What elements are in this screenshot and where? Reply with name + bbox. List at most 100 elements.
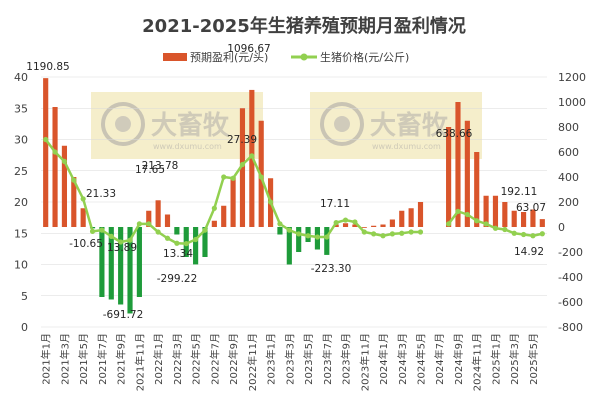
watermark-logo-dot [115,116,131,132]
legend-line-marker [301,54,308,61]
bar [343,223,348,227]
price-point [483,221,488,226]
price-point [493,226,498,231]
bar [362,227,367,228]
right-tick-label: -800 [558,321,583,334]
data-label: 17.11 [320,198,350,210]
data-label: 21.33 [86,188,116,200]
x-tick-label: 2023年9月 [340,333,353,385]
bar [446,127,451,227]
price-point [230,176,235,181]
data-label: 192.11 [501,186,538,198]
x-tick-label: 2022年9月 [227,333,240,385]
right-tick-label: 1200 [558,71,586,84]
price-point [212,206,217,211]
left-axis: 0 5 10 15 20 25 30 35 40 [14,71,28,334]
x-tick-label: 2022年11月 [246,333,259,391]
x-tick-label: 2023年11月 [358,333,371,391]
bar [43,78,48,227]
left-tick-label: 0 [21,321,28,334]
price-point [156,229,161,234]
bar [221,206,226,227]
x-tick-label: 2023年1月 [265,333,278,385]
price-point [146,221,151,226]
x-tick-label: 2024年3月 [396,333,409,385]
x-tick-label: 2022年1月 [152,333,165,385]
price-point [202,228,207,233]
bar [231,177,236,227]
price-point [540,231,545,236]
x-tick-label: 2022年5月 [190,333,203,385]
price-point [512,231,517,236]
bar [409,208,414,227]
data-label: 213.78 [142,160,179,172]
bar [174,227,179,235]
right-tick-label: -600 [558,296,583,309]
bar [277,227,282,235]
bar [474,152,479,227]
right-axis: -800-600-400-200020040060080010001200 [558,71,586,334]
left-tick-label: 25 [14,165,28,178]
price-point [221,174,226,179]
price-point [193,237,198,242]
price-point [90,229,95,234]
data-label: 1190.85 [26,61,69,73]
left-tick-label: 5 [21,290,28,303]
x-tick-label: 2021年5月 [77,333,90,385]
data-label: -691.72 [103,309,144,321]
price-point [324,234,329,239]
x-tick-label: 2024年5月 [415,333,428,385]
bar [502,202,507,227]
bar [418,202,423,227]
right-tick-label: 200 [558,196,579,209]
price-point [305,233,310,238]
x-tick-label: 2024年1月 [377,333,390,385]
watermark-url: www.dxumu.com [372,142,441,151]
watermark-url: www.dxumu.com [153,142,222,151]
price-point [474,218,479,223]
x-tick-label: 2022年7月 [208,333,221,385]
data-label: 1096.67 [227,43,270,55]
x-tick-label: 2023年5月 [302,333,315,385]
left-tick-label: 10 [14,259,28,272]
x-tick-label: 2021年9月 [115,333,128,385]
x-tick-label: 2025年3月 [508,333,521,385]
price-point [371,231,376,236]
x-tick-label: 2024年7月 [433,333,446,385]
price-point [43,137,48,142]
price-point [352,219,357,224]
right-tick-label: 600 [558,146,579,159]
bar [165,215,170,228]
data-label: -299.22 [157,273,198,285]
price-point [99,228,104,233]
bar [399,211,404,227]
price-point [502,227,507,232]
right-tick-label: 400 [558,171,579,184]
right-tick-label: 1000 [558,96,586,109]
bar [296,227,301,252]
price-point [71,178,76,183]
price-point [521,232,526,237]
data-label: -223.30 [311,263,352,275]
price-point [184,241,189,246]
bar [81,208,86,227]
bar [390,220,395,228]
x-tick-label: 2021年7月 [96,333,109,385]
data-label: 13.34 [163,248,193,260]
price-point [343,217,348,222]
price-point [277,221,282,226]
price-point [446,221,451,226]
bar [493,196,498,227]
x-tick-label: 2024年9月 [452,333,465,385]
price-point [390,231,395,236]
left-tick-label: 15 [14,227,28,240]
x-tick-label: 2024年11月 [471,333,484,391]
left-tick-label: 30 [14,134,28,147]
x-tick-label: 2021年1月 [40,333,53,385]
price-point [418,229,423,234]
x-tick-label: 2021年11月 [133,333,146,391]
data-label: -10.65 [69,238,103,250]
price-point [287,228,292,233]
